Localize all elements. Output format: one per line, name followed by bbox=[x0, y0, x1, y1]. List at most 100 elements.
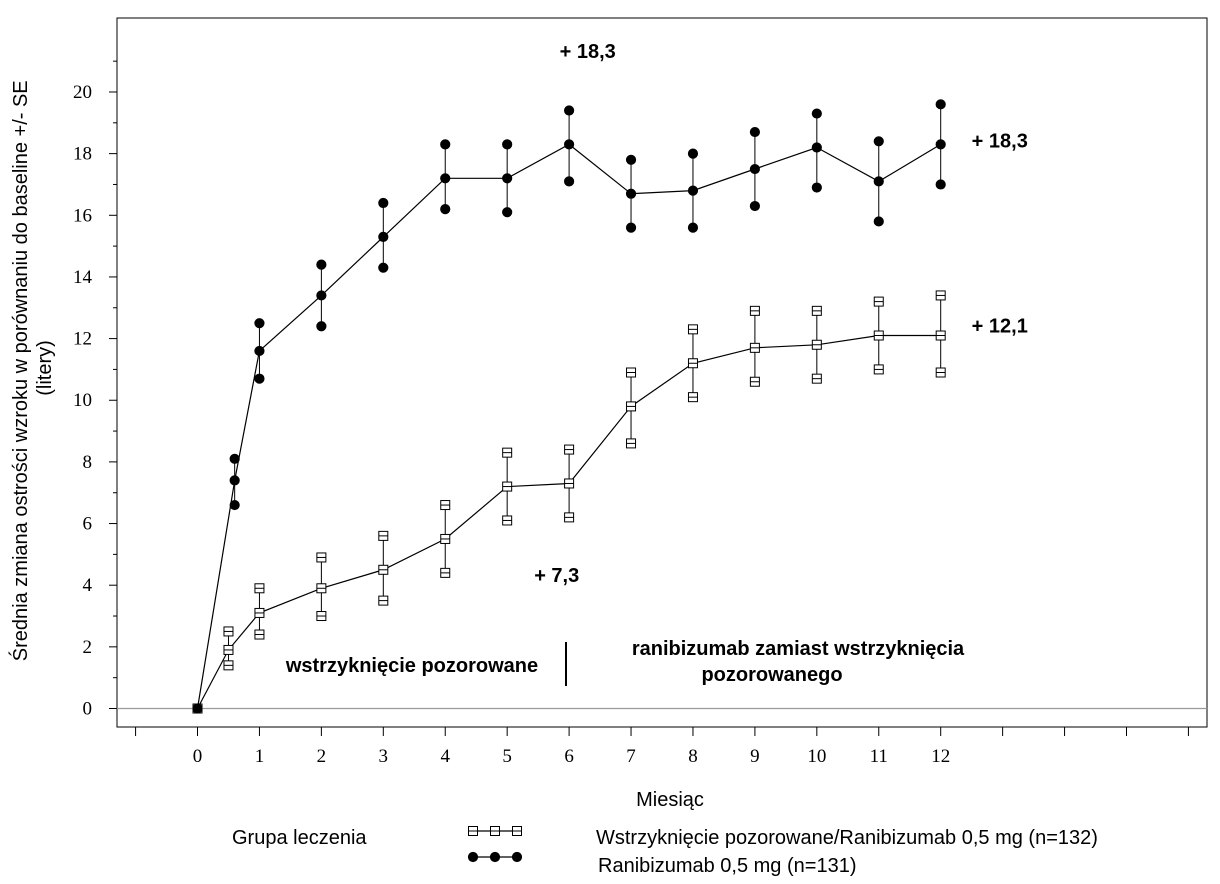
legend-swatch-ranibizumab bbox=[468, 852, 521, 861]
y-tick-label: 14 bbox=[73, 267, 93, 288]
error-cap-upper bbox=[812, 109, 821, 118]
error-cap-lower bbox=[874, 365, 883, 374]
data-point bbox=[750, 343, 759, 352]
error-cap-lower bbox=[688, 393, 697, 402]
x-tick-label: 3 bbox=[379, 746, 389, 767]
data-point bbox=[936, 331, 945, 340]
error-cap-lower bbox=[627, 439, 636, 448]
phase-label-sham: wstrzyknięcie pozorowane bbox=[285, 655, 538, 677]
data-point bbox=[812, 340, 821, 349]
data-point bbox=[193, 704, 202, 713]
error-cap-lower bbox=[626, 223, 635, 232]
error-cap-lower bbox=[565, 513, 574, 522]
error-cap-upper bbox=[255, 584, 264, 593]
error-cap-upper bbox=[230, 454, 239, 463]
y-axis-label-line-1: Średnia zmiana ostrości wzroku w porówna… bbox=[8, 80, 32, 661]
error-cap-upper bbox=[317, 260, 326, 269]
data-point bbox=[936, 140, 945, 149]
value-annotation: + 7,3 bbox=[534, 565, 579, 587]
x-tick-label: 4 bbox=[440, 746, 450, 767]
data-point bbox=[750, 164, 759, 173]
error-cap-upper bbox=[812, 306, 821, 315]
y-tick-label: 12 bbox=[73, 329, 92, 350]
phase-label-ranibizumab-line-2: pozorowanego bbox=[701, 664, 842, 686]
data-point bbox=[379, 565, 388, 574]
error-cap-lower bbox=[255, 374, 264, 383]
error-cap-upper bbox=[255, 319, 264, 328]
error-cap-upper bbox=[936, 291, 945, 300]
y-tick-label: 18 bbox=[73, 144, 92, 165]
data-point bbox=[230, 476, 239, 485]
data-point bbox=[503, 482, 512, 491]
error-cap-lower bbox=[936, 180, 945, 189]
error-cap-upper bbox=[503, 140, 512, 149]
x-tick-label: 7 bbox=[626, 746, 636, 767]
data-point bbox=[627, 402, 636, 411]
error-cap-upper bbox=[936, 100, 945, 109]
error-cap-lower bbox=[317, 612, 326, 621]
error-cap-upper bbox=[565, 106, 574, 115]
value-annotation: + 12,1 bbox=[972, 315, 1028, 337]
error-cap-lower bbox=[812, 374, 821, 383]
x-tick-label: 8 bbox=[688, 746, 698, 767]
x-tick-label: 1 bbox=[255, 746, 265, 767]
y-axis-label-line-2: (litery) bbox=[34, 340, 56, 396]
legend-marker bbox=[469, 827, 478, 836]
data-point bbox=[441, 534, 450, 543]
error-cap-lower bbox=[317, 322, 326, 331]
value-annotation: + 18,3 bbox=[972, 130, 1028, 152]
legend-marker bbox=[491, 827, 500, 836]
legend-swatch-sham bbox=[469, 827, 522, 836]
error-cap-upper bbox=[317, 553, 326, 562]
error-cap-upper bbox=[627, 368, 636, 377]
data-point bbox=[874, 331, 883, 340]
legend-marker bbox=[490, 852, 499, 861]
y-tick-label: 6 bbox=[83, 514, 93, 535]
x-tick-label: 2 bbox=[317, 746, 327, 767]
legend-marker bbox=[512, 852, 521, 861]
x-tick-label: 12 bbox=[931, 746, 950, 767]
legend-label-sham: Wstrzyknięcie pozorowane/Ranibizumab 0,5… bbox=[596, 827, 1098, 849]
error-cap-lower bbox=[565, 177, 574, 186]
error-cap-upper bbox=[874, 137, 883, 146]
error-cap-upper bbox=[441, 501, 450, 510]
data-point bbox=[379, 232, 388, 241]
data-point bbox=[317, 584, 326, 593]
value-annotation: + 18,3 bbox=[560, 41, 616, 63]
x-tick-label: 6 bbox=[564, 746, 574, 767]
error-cap-lower bbox=[874, 217, 883, 226]
error-cap-upper bbox=[750, 306, 759, 315]
x-tick-label: 11 bbox=[870, 746, 888, 767]
data-point bbox=[317, 291, 326, 300]
legend-title: Grupa leczenia bbox=[232, 827, 367, 849]
error-cap-upper bbox=[565, 445, 574, 454]
x-tick-label: 9 bbox=[750, 746, 760, 767]
error-cap-lower bbox=[750, 201, 759, 210]
data-point bbox=[255, 608, 264, 617]
error-cap-lower bbox=[503, 208, 512, 217]
error-cap-upper bbox=[503, 448, 512, 457]
error-cap-lower bbox=[230, 500, 239, 509]
data-point bbox=[255, 346, 264, 355]
x-tick-label: 10 bbox=[807, 746, 826, 767]
y-tick-label: 0 bbox=[83, 699, 93, 720]
data-point bbox=[626, 189, 635, 198]
error-cap-lower bbox=[936, 368, 945, 377]
error-cap-lower bbox=[503, 516, 512, 525]
data-point bbox=[565, 479, 574, 488]
error-cap-upper bbox=[626, 155, 635, 164]
data-point bbox=[874, 177, 883, 186]
error-cap-lower bbox=[812, 183, 821, 192]
data-point bbox=[688, 359, 697, 368]
data-point bbox=[565, 140, 574, 149]
error-cap-lower bbox=[224, 661, 233, 670]
data-point bbox=[224, 645, 233, 654]
x-tick-label: 0 bbox=[193, 746, 203, 767]
error-cap-upper bbox=[750, 127, 759, 136]
data-point bbox=[441, 174, 450, 183]
y-tick-label: 2 bbox=[83, 637, 93, 658]
error-cap-upper bbox=[874, 297, 883, 306]
error-cap-lower bbox=[379, 596, 388, 605]
phase-label-ranibizumab-line-1: ranibizumab zamiast wstrzyknięcia bbox=[632, 638, 965, 660]
